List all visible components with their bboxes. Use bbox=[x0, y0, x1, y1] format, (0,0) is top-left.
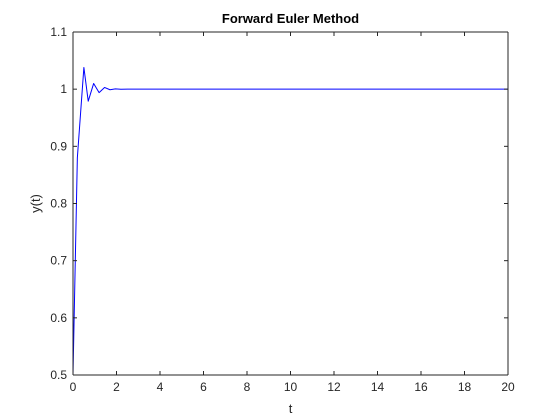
chart-title: Forward Euler Method bbox=[222, 11, 359, 26]
x-tick-label: 20 bbox=[501, 380, 515, 394]
x-tick-label: 8 bbox=[244, 380, 251, 394]
x-axis-label: t bbox=[289, 401, 293, 416]
x-tick-label: 14 bbox=[371, 380, 385, 394]
plot-area bbox=[73, 32, 508, 375]
x-tick-label: 12 bbox=[327, 380, 341, 394]
y-tick-label: 0.8 bbox=[50, 197, 67, 211]
y-tick-label: 0.5 bbox=[50, 368, 67, 382]
x-tick-label: 6 bbox=[200, 380, 207, 394]
x-tick-label: 10 bbox=[284, 380, 298, 394]
x-tick-label: 0 bbox=[70, 380, 77, 394]
y-axis-label: y(t) bbox=[28, 194, 43, 213]
x-tick-label: 16 bbox=[414, 380, 428, 394]
y-tick-label: 0.7 bbox=[50, 254, 67, 268]
y-tick-label: 0.9 bbox=[50, 139, 67, 153]
x-tick-label: 18 bbox=[458, 380, 472, 394]
y-tick-label: 1 bbox=[60, 82, 67, 96]
x-tick-label: 4 bbox=[157, 380, 164, 394]
y-tick-label: 1.1 bbox=[50, 25, 67, 39]
x-tick-label: 2 bbox=[113, 380, 120, 394]
y-tick-label: 0.6 bbox=[50, 311, 67, 325]
